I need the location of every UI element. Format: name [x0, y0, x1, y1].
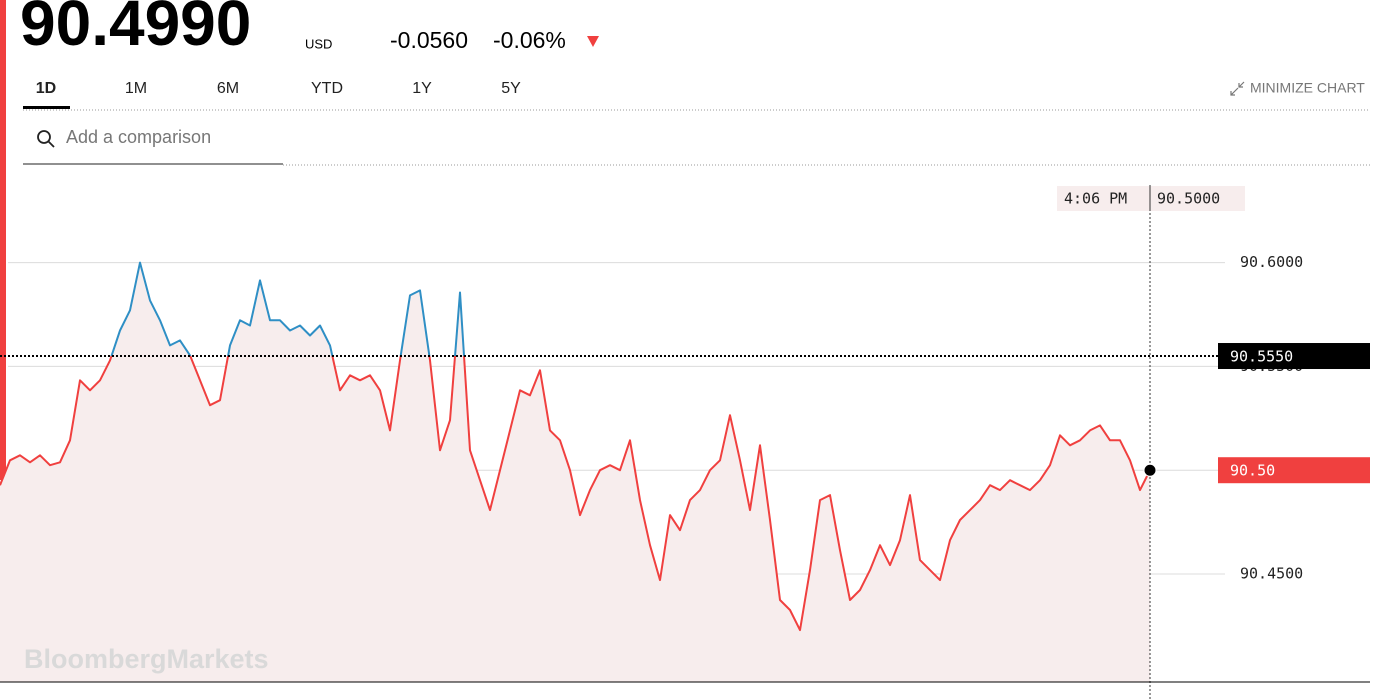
hover-value: 90.5000: [1157, 190, 1220, 208]
currency: USD: [305, 36, 332, 51]
chart: 90.600090.550090.500090.450090.555090.50…: [0, 185, 1370, 700]
tab-bar: 1D 1M 6M YTD 1Y 5Y: [23, 80, 521, 109]
minimize-button[interactable]: MINIMIZE CHART: [1230, 80, 1365, 96]
tab[interactable]: 5Y: [501, 80, 521, 97]
tab[interactable]: 1D: [36, 80, 56, 97]
search-placeholder: Add a comparison: [66, 127, 211, 147]
hover-dot: [1143, 463, 1157, 477]
area: [0, 262, 1150, 682]
search-icon: [37, 130, 51, 144]
watermark: BloombergMarkets: [24, 644, 269, 674]
hover-time: 4:06 PM: [1064, 190, 1127, 208]
tab[interactable]: 1M: [125, 80, 147, 97]
tab-underline: [23, 106, 70, 109]
down-arrow: [587, 36, 599, 47]
search-icon: [47, 140, 55, 148]
accent-bar: [0, 0, 6, 480]
change-percent: -0.06%: [493, 27, 566, 53]
comparison-search[interactable]: Add a comparison: [23, 127, 283, 165]
hover-box: [1057, 186, 1245, 211]
minimize-label: MINIMIZE CHART: [1250, 80, 1365, 96]
last-value-box: [1218, 457, 1370, 484]
change: -0.0560: [390, 27, 468, 53]
tab[interactable]: 1Y: [412, 80, 432, 97]
last-value-label: 90.50: [1230, 462, 1275, 480]
minimize-icon: [1230, 81, 1245, 96]
y-tick-label: 90.6000: [1240, 253, 1303, 271]
price-line: [0, 261, 1151, 632]
price: 90.4990: [20, 0, 251, 59]
reference-label: 90.5550: [1230, 348, 1293, 366]
y-tick-label: 90.4500: [1240, 565, 1303, 583]
tab[interactable]: 6M: [217, 80, 239, 97]
tab[interactable]: YTD: [311, 80, 343, 97]
reference-box: [1218, 343, 1370, 370]
